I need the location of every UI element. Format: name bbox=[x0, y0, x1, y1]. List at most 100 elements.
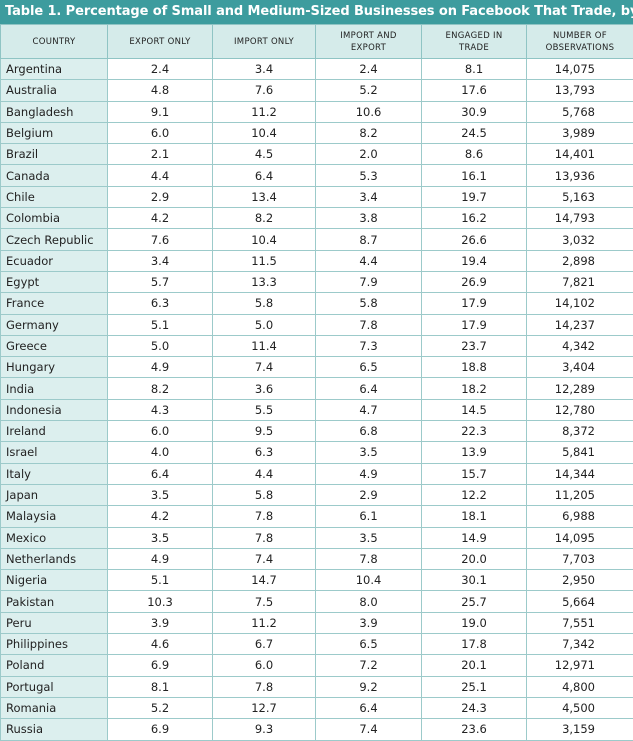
value-cell: 7.6 bbox=[213, 80, 316, 101]
value-cell: 2.4 bbox=[108, 59, 213, 80]
value-cell: 4.0 bbox=[108, 442, 213, 463]
value-cell: 22.3 bbox=[422, 421, 527, 442]
value-cell: 5.0 bbox=[213, 314, 316, 335]
value-cell: 4.8 bbox=[108, 80, 213, 101]
value-cell: 4.4 bbox=[316, 250, 422, 271]
value-cell: 3.5 bbox=[108, 484, 213, 505]
value-cell: 6.9 bbox=[108, 719, 213, 740]
value-cell: 4,342 bbox=[527, 335, 633, 356]
value-cell: 6.4 bbox=[108, 463, 213, 484]
value-cell: 12,780 bbox=[527, 399, 633, 420]
value-cell: 4.7 bbox=[316, 399, 422, 420]
value-cell: 6.9 bbox=[108, 655, 213, 676]
country-cell: Hungary bbox=[1, 357, 108, 378]
value-cell: 7.4 bbox=[316, 719, 422, 740]
value-cell: 13.4 bbox=[213, 186, 316, 207]
value-cell: 8.2 bbox=[213, 208, 316, 229]
column-header-text: EXPORT ONLY bbox=[129, 36, 190, 48]
country-cell: Romania bbox=[1, 697, 108, 718]
value-cell: 7.4 bbox=[213, 357, 316, 378]
country-cell: Indonesia bbox=[1, 399, 108, 420]
value-cell: 25.7 bbox=[422, 591, 527, 612]
value-cell: 5.8 bbox=[316, 293, 422, 314]
country-cell: Ireland bbox=[1, 421, 108, 442]
value-cell: 24.5 bbox=[422, 122, 527, 143]
value-cell: 7.9 bbox=[316, 271, 422, 292]
value-cell: 6.7 bbox=[213, 634, 316, 655]
value-cell: 6.0 bbox=[213, 655, 316, 676]
value-cell: 7.2 bbox=[316, 655, 422, 676]
value-cell: 4.2 bbox=[108, 208, 213, 229]
value-cell: 5,768 bbox=[527, 101, 633, 122]
value-cell: 4.9 bbox=[316, 463, 422, 484]
value-cell: 19.4 bbox=[422, 250, 527, 271]
value-cell: 3.6 bbox=[213, 378, 316, 399]
value-cell: 19.7 bbox=[422, 186, 527, 207]
value-cell: 7.8 bbox=[213, 527, 316, 548]
country-cell: Philippines bbox=[1, 634, 108, 655]
country-cell: Malaysia bbox=[1, 506, 108, 527]
value-cell: 5,841 bbox=[527, 442, 633, 463]
value-cell: 13.9 bbox=[422, 442, 527, 463]
value-cell: 8.0 bbox=[316, 591, 422, 612]
value-cell: 4,800 bbox=[527, 676, 633, 697]
value-cell: 12.2 bbox=[422, 484, 527, 505]
value-cell: 18.1 bbox=[422, 506, 527, 527]
column-header-text: COUNTRY bbox=[32, 36, 75, 48]
value-cell: 6.0 bbox=[108, 421, 213, 442]
value-cell: 5.8 bbox=[213, 293, 316, 314]
value-cell: 11.4 bbox=[213, 335, 316, 356]
value-cell: 7,703 bbox=[527, 548, 633, 569]
value-cell: 10.4 bbox=[213, 122, 316, 143]
value-cell: 3.8 bbox=[316, 208, 422, 229]
value-cell: 19.0 bbox=[422, 612, 527, 633]
value-cell: 8.2 bbox=[108, 378, 213, 399]
value-cell: 2.1 bbox=[108, 144, 213, 165]
column-header: COUNTRY bbox=[1, 25, 108, 59]
value-cell: 14,102 bbox=[527, 293, 633, 314]
value-cell: 8.6 bbox=[422, 144, 527, 165]
value-cell: 3.4 bbox=[316, 186, 422, 207]
value-cell: 14,237 bbox=[527, 314, 633, 335]
value-cell: 14,344 bbox=[527, 463, 633, 484]
table-title: Table 1. Percentage of Small and Medium-… bbox=[0, 0, 633, 24]
value-cell: 7,551 bbox=[527, 612, 633, 633]
value-cell: 11.5 bbox=[213, 250, 316, 271]
value-cell: 10.6 bbox=[316, 101, 422, 122]
value-cell: 17.9 bbox=[422, 314, 527, 335]
value-cell: 2,898 bbox=[527, 250, 633, 271]
value-cell: 30.1 bbox=[422, 570, 527, 591]
value-cell: 6.4 bbox=[316, 378, 422, 399]
value-cell: 7,342 bbox=[527, 634, 633, 655]
country-cell: Mexico bbox=[1, 527, 108, 548]
value-cell: 3.9 bbox=[108, 612, 213, 633]
value-cell: 7.5 bbox=[213, 591, 316, 612]
value-cell: 30.9 bbox=[422, 101, 527, 122]
value-cell: 12,289 bbox=[527, 378, 633, 399]
value-cell: 6.4 bbox=[316, 697, 422, 718]
value-cell: 9.2 bbox=[316, 676, 422, 697]
value-cell: 3.5 bbox=[316, 442, 422, 463]
value-cell: 5.5 bbox=[213, 399, 316, 420]
value-cell: 4.9 bbox=[108, 357, 213, 378]
value-cell: 6.0 bbox=[108, 122, 213, 143]
country-cell: Colombia bbox=[1, 208, 108, 229]
column-header-text: IMPORT AND EXPORT bbox=[328, 30, 410, 54]
value-cell: 13,936 bbox=[527, 165, 633, 186]
